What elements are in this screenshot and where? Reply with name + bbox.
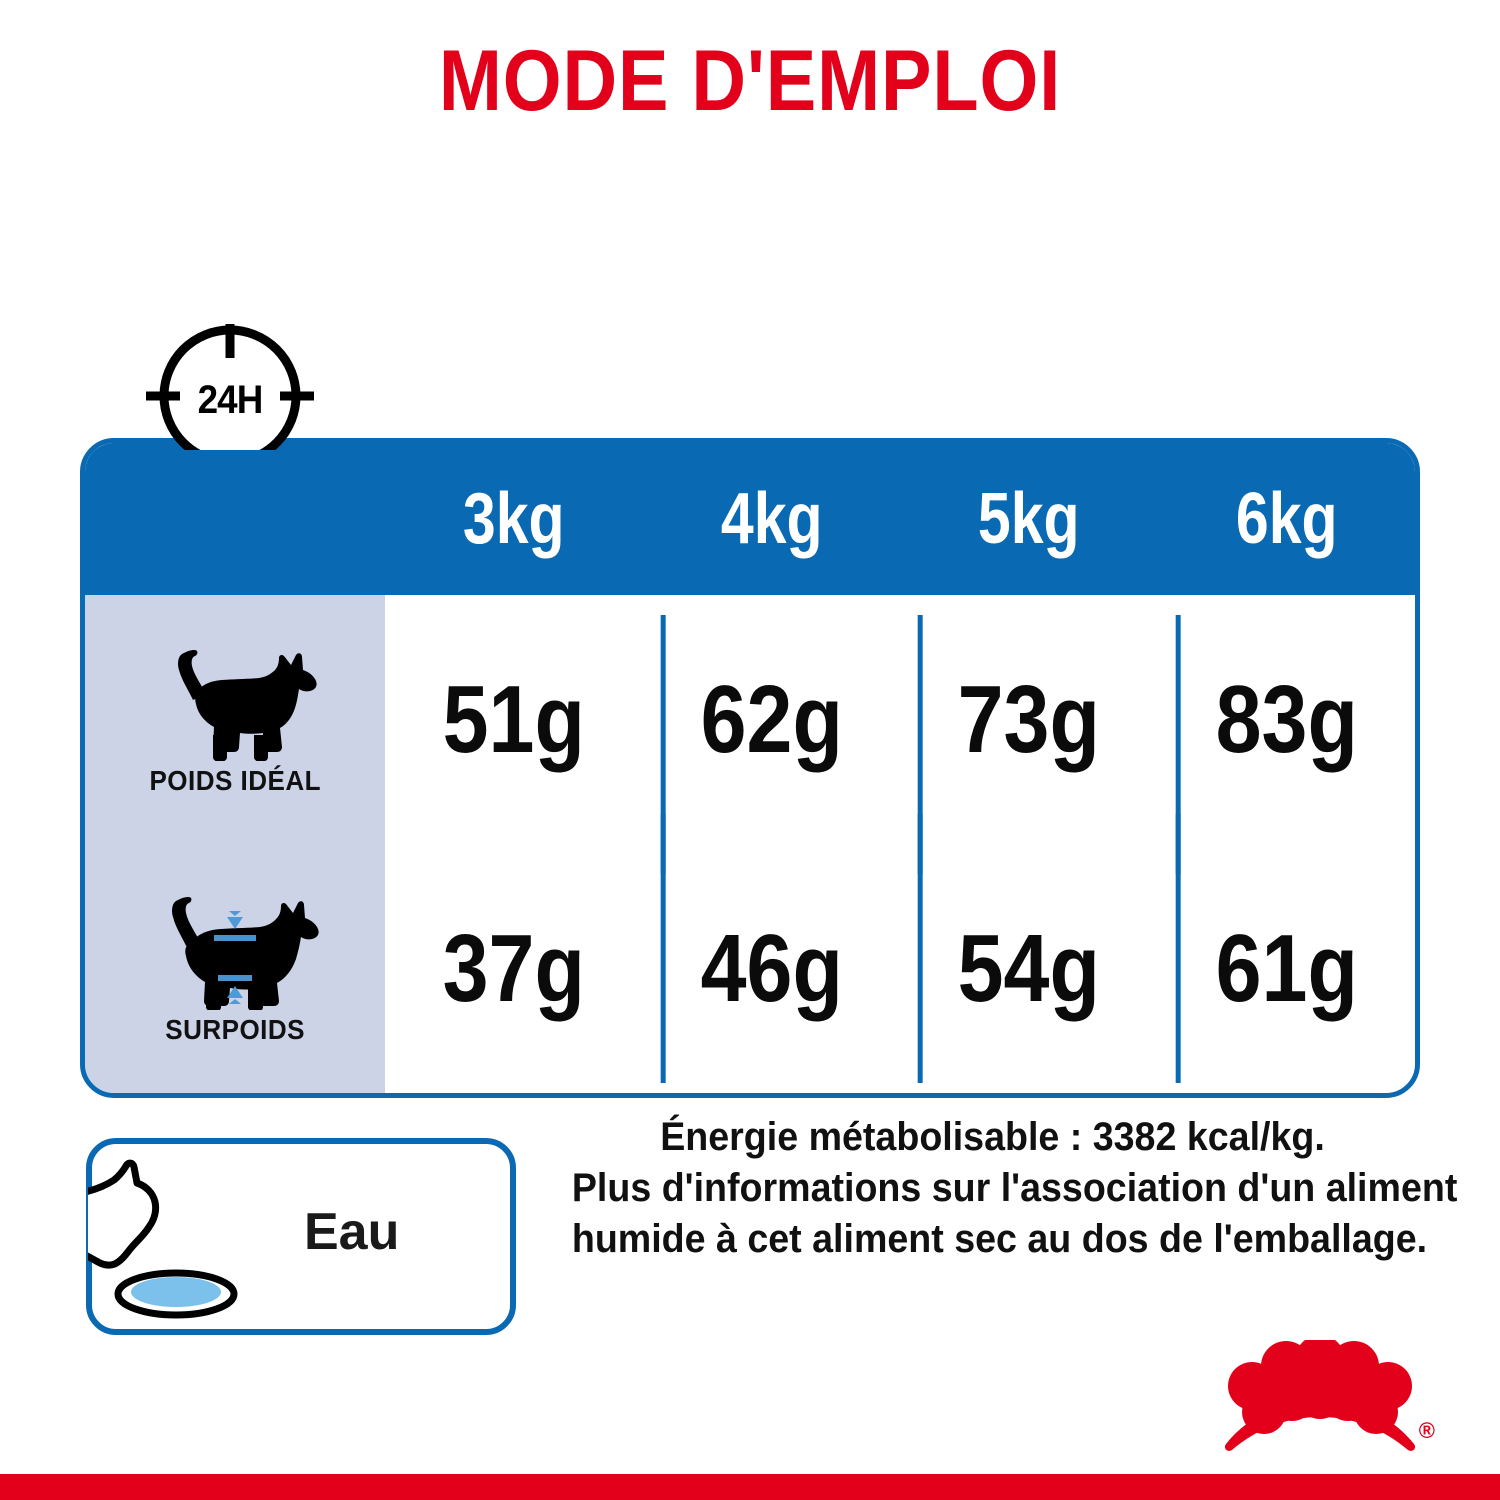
column-header-6kg: 6kg xyxy=(1235,479,1338,559)
registered-trademark-icon: ® xyxy=(1418,1418,1435,1443)
cell-surpoids-5kg: 54g xyxy=(918,844,1139,1093)
row-label-column: POIDS IDÉAL xyxy=(85,595,385,1093)
note-line-1: Énergie métabolisable : 3382 kcal/kg. xyxy=(660,1115,1325,1159)
cat-overweight-icon xyxy=(172,896,319,1010)
cell-surpoids-4kg: 46g xyxy=(661,844,882,1093)
row-label-surpoids: SURPOIDS xyxy=(85,844,385,1093)
row-label-text-surpoids: SURPOIDS xyxy=(165,1013,305,1045)
table-row-surpoids: 37g 46g 54g 61g xyxy=(385,844,1415,1093)
bottom-accent-bar xyxy=(0,1474,1500,1500)
note-line-2: Plus d'informations sur l'association d'… xyxy=(571,1166,1458,1211)
row-label-poids-ideal: POIDS IDÉAL xyxy=(85,595,385,844)
cell-surpoids-3kg: 37g xyxy=(442,914,585,1022)
note-line-3: humide à cet aliment sec au dos de l'emb… xyxy=(571,1217,1428,1262)
table-row-poids-ideal: 51g 62g 73g 83g xyxy=(385,595,1415,844)
row-label-text-poids-ideal: POIDS IDÉAL xyxy=(149,764,321,796)
clock-24h-label: 24H xyxy=(197,378,264,422)
value-grid: 51g 62g 73g 83g 37g 46g 54g 61g xyxy=(385,595,1415,1093)
clock-24h-icon xyxy=(146,324,314,450)
cell-poids-ideal-6kg: 83g xyxy=(1176,595,1397,844)
clock-24h-badge: 24H xyxy=(140,318,320,450)
cell-poids-ideal-3kg: 51g xyxy=(442,665,585,773)
royal-canin-crown-logo: ® xyxy=(1196,1335,1441,1460)
crown-logo-icon xyxy=(1224,1335,1416,1451)
cell-poids-ideal-4kg: 62g xyxy=(661,595,882,844)
cell-surpoids-6kg: 61g xyxy=(1176,844,1397,1093)
page-title: MODE D'EMPLOI xyxy=(438,33,1062,129)
table-body: POIDS IDÉAL xyxy=(85,595,1415,1093)
cell-poids-ideal-5kg: 73g xyxy=(918,595,1139,844)
table-header-row: 3kg 4kg 5kg 6kg xyxy=(85,443,1415,595)
energy-note: Énergie métabolisable : 3382 kcal/kg. Pl… xyxy=(571,1112,1458,1266)
column-header-4kg: 4kg xyxy=(720,479,823,559)
water-label: Eau xyxy=(304,1203,400,1261)
feeding-table: 3kg 4kg 5kg 6kg POIDS I xyxy=(80,438,1420,1098)
cat-ideal-weight-icon xyxy=(178,649,317,761)
cat-drinking-water-icon xyxy=(88,1159,238,1319)
water-box: Eau xyxy=(86,1138,516,1335)
column-header-3kg: 3kg xyxy=(462,479,565,559)
column-header-5kg: 5kg xyxy=(977,479,1080,559)
